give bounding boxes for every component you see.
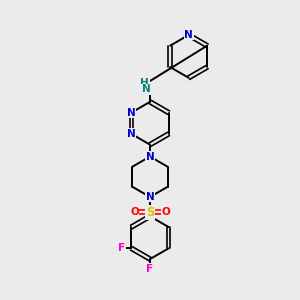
Text: H: H [140, 78, 149, 88]
Text: N: N [146, 192, 154, 202]
Text: N: N [146, 152, 154, 161]
Text: N: N [142, 84, 151, 94]
Text: F: F [146, 264, 154, 274]
Text: S: S [146, 206, 154, 219]
Text: F: F [118, 243, 125, 254]
Text: N: N [127, 129, 136, 139]
Text: O: O [130, 207, 139, 218]
Text: N: N [127, 108, 136, 118]
Text: O: O [161, 207, 170, 218]
Text: N: N [184, 30, 193, 40]
